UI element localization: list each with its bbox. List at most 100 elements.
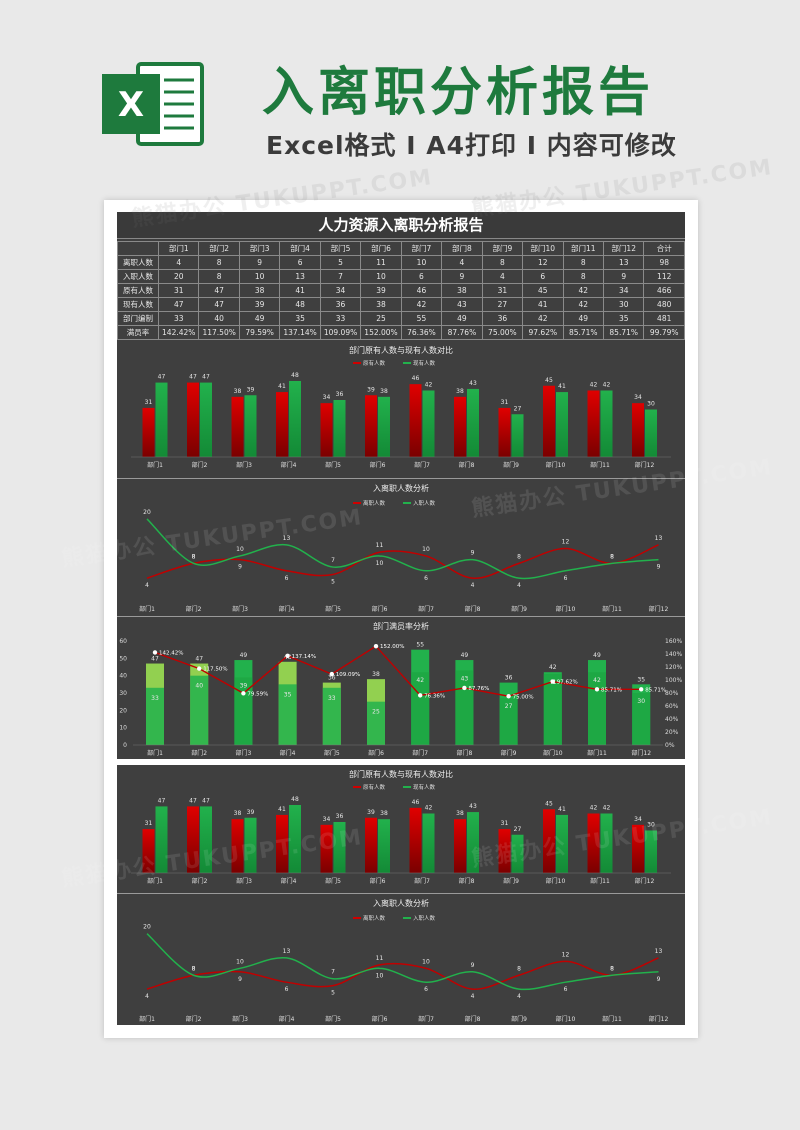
x-tick-label: 部门7 xyxy=(412,749,428,757)
x-tick-label: 部门12 xyxy=(649,605,669,613)
data-label: 8 xyxy=(192,965,196,972)
table-row: 部门编制 33 40 49 35 33 25 55 49 36 42 49 35 481 xyxy=(117,311,685,326)
y-tick-label: 40 xyxy=(119,673,127,680)
table-cell: 112 xyxy=(643,269,685,284)
data-label: 35 xyxy=(637,676,645,683)
bar-original xyxy=(187,806,199,873)
data-label: 8 xyxy=(192,553,196,560)
data-label: 42 xyxy=(416,677,424,684)
table-cell: 7 xyxy=(319,269,362,284)
bar-current xyxy=(200,382,212,457)
x-tick-label: 部门7 xyxy=(414,461,430,469)
legend-label: 现有人数 xyxy=(413,783,436,791)
table-cell: 49 xyxy=(441,311,483,326)
y2-tick-label: 100% xyxy=(665,677,682,684)
bar-staffing-plan xyxy=(146,687,164,745)
x-tick-label: 部门7 xyxy=(418,605,434,613)
sheet-title: 人力资源入离职分析报告 xyxy=(117,212,685,239)
data-label: 47 xyxy=(158,797,166,804)
table-cell: 42 xyxy=(562,297,604,312)
x-tick-label: 部门8 xyxy=(456,749,472,757)
x-tick-label: 部门7 xyxy=(414,877,430,885)
bar-current xyxy=(234,677,253,745)
x-tick-label: 部门10 xyxy=(556,1015,576,1023)
x-tick-label: 部门6 xyxy=(368,749,384,757)
x-tick-label: 部门5 xyxy=(325,1015,341,1023)
chart-staffing-rate: 部门满员率分析 0 10 20 30 40 50 60 0% 20% 40% 60% 80% 100% 12… xyxy=(119,621,682,757)
y2-tick-label: 40% xyxy=(665,716,679,723)
legend-label: 离职人数 xyxy=(363,914,386,922)
data-label: 9 xyxy=(471,962,475,969)
x-tick-label: 部门12 xyxy=(631,749,651,757)
bar-current xyxy=(378,819,390,873)
line-resign xyxy=(146,957,659,990)
page-header: X 入离职分析报告 Excel格式 I A4打印 I 内容可修改 xyxy=(0,0,800,200)
row-label: 部门编制 xyxy=(117,311,159,326)
bar-original xyxy=(409,384,422,457)
data-label: 42 xyxy=(590,382,598,389)
x-tick-label: 部门8 xyxy=(465,605,481,613)
data-label: 10 xyxy=(376,972,384,979)
page-subtitle: Excel格式 I A4打印 I 内容可修改 xyxy=(266,131,677,160)
rate-label: 109.09% xyxy=(336,672,360,678)
chart-title: 部门满员率分析 xyxy=(373,621,429,631)
table-cell: 4 xyxy=(157,255,200,270)
data-label: 42 xyxy=(593,677,601,684)
rate-marker xyxy=(285,653,290,659)
x-tick-label: 部门9 xyxy=(503,461,519,469)
data-label: 49 xyxy=(240,652,248,659)
bar-current xyxy=(289,805,301,873)
legend-label: 原有人数 xyxy=(363,359,386,367)
y-tick-label: 0 xyxy=(123,742,127,749)
chart-title: 入离职人数分析 xyxy=(373,898,429,908)
rate-label: 79.59% xyxy=(247,691,268,697)
table-cell: 46 xyxy=(400,283,443,298)
x-tick-label: 部门5 xyxy=(325,605,341,613)
bar-original xyxy=(365,817,377,873)
table-cell: 9 xyxy=(238,255,281,270)
data-label: 36 xyxy=(336,391,344,398)
x-tick-label: 部门11 xyxy=(590,461,610,469)
table-cell: 79.59% xyxy=(238,325,281,340)
data-label: 6 xyxy=(424,986,428,993)
x-tick-label: 部门6 xyxy=(370,461,386,469)
data-label: 55 xyxy=(416,642,424,649)
table-cell: 9 xyxy=(441,269,483,284)
data-label: 8 xyxy=(610,553,614,560)
x-tick-label: 部门2 xyxy=(186,605,202,613)
data-label: 36 xyxy=(505,675,513,682)
rate-marker xyxy=(329,671,334,677)
data-label: 11 xyxy=(376,542,384,549)
report-sheet xyxy=(117,212,685,1025)
x-tick-label: 部门7 xyxy=(418,1015,434,1023)
bar-current xyxy=(645,830,657,873)
data-label: 4 xyxy=(517,993,521,1000)
table-cell: 34 xyxy=(319,283,362,298)
data-label: 47 xyxy=(195,656,203,663)
data-label: 39 xyxy=(247,386,255,393)
rate-label: 152.00% xyxy=(380,644,404,650)
bar-current xyxy=(511,414,524,457)
table-cell: 98 xyxy=(643,255,685,270)
table-cell: 27 xyxy=(481,297,524,312)
data-label: 10 xyxy=(376,560,384,567)
bar-staffing-plan xyxy=(367,701,385,745)
divider xyxy=(117,893,685,894)
table-cell: 5 xyxy=(319,255,362,270)
page-title: 入离职分析报告 xyxy=(262,63,655,123)
bar-original xyxy=(320,403,333,457)
data-label: 49 xyxy=(461,652,469,659)
bar-original xyxy=(276,814,288,873)
column-header: 部门10 xyxy=(522,241,564,256)
x-tick-label: 部门3 xyxy=(236,877,252,885)
data-label: 38 xyxy=(234,388,242,395)
table-cell: 8 xyxy=(562,255,604,270)
table-cell: 87.76% xyxy=(441,325,483,340)
table-cell: 42 xyxy=(522,311,564,326)
legend-label: 现有人数 xyxy=(413,359,436,367)
data-label: 4 xyxy=(145,993,149,1000)
data-label: 38 xyxy=(380,810,388,817)
x-tick-label: 部门11 xyxy=(602,1015,622,1023)
data-label: 8 xyxy=(610,553,614,560)
table-cell: 85.71% xyxy=(602,325,645,340)
